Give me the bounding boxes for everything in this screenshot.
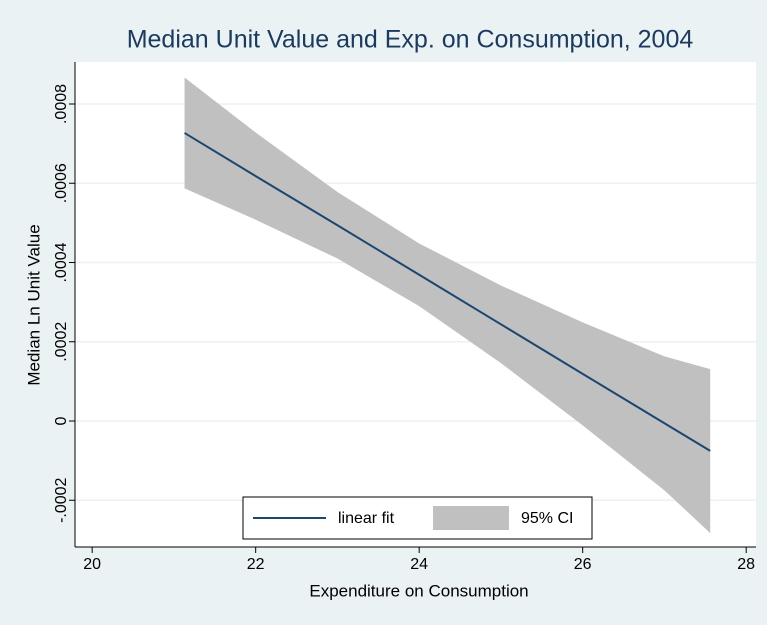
y-tick-label: .0004 xyxy=(53,242,70,282)
legend-label: 95% CI xyxy=(521,510,573,527)
x-tick-label: 22 xyxy=(247,556,265,573)
y-tick-label: .0002 xyxy=(53,322,70,362)
y-tick-label: 0 xyxy=(53,416,70,425)
x-axis-title: Expenditure on Consumption xyxy=(309,581,528,600)
chart-title: Median Unit Value and Exp. on Consumptio… xyxy=(127,26,694,54)
x-tick-label: 28 xyxy=(737,556,755,573)
legend-swatch xyxy=(433,506,509,530)
x-tick-label: 26 xyxy=(574,556,592,573)
legend-label: linear fit xyxy=(338,510,395,527)
y-tick-label: .0008 xyxy=(53,84,70,124)
ci-band xyxy=(184,77,711,534)
x-tick-label: 20 xyxy=(83,556,101,573)
y-axis-title: Median Ln Unit Value xyxy=(24,224,43,385)
x-tick-label: 24 xyxy=(410,556,428,573)
fit-line xyxy=(184,132,711,452)
y-tick-label: .0006 xyxy=(53,163,70,203)
y-tick-label: -.0002 xyxy=(53,477,70,522)
